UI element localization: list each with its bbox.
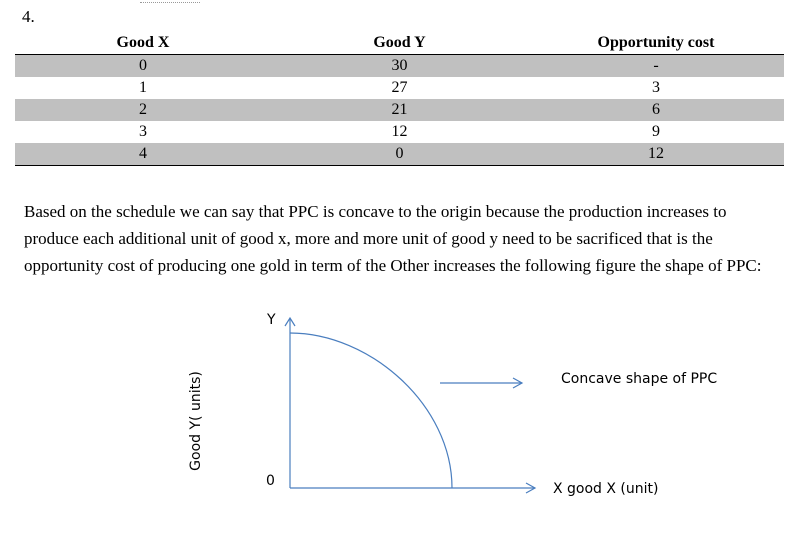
- table-row: 0 30 -: [15, 54, 784, 77]
- origin-label: 0: [266, 473, 275, 489]
- table-row: 1 27 3: [15, 77, 784, 99]
- top-edge-fragment: [140, 0, 200, 3]
- header-good-y: Good Y: [271, 32, 528, 55]
- cell-good-y: 27: [391, 79, 408, 96]
- cell-opportunity-cost: 6: [528, 99, 784, 121]
- cell-good-y: 21: [271, 99, 528, 121]
- cell-good-y: 12: [391, 123, 408, 140]
- cell-opportunity-cost: 9: [652, 123, 660, 140]
- cell-good-x: 1: [139, 79, 147, 96]
- cell-opportunity-cost: 3: [652, 79, 660, 96]
- y-axis-arrowhead: [284, 316, 296, 327]
- cell-opportunity-cost: 12: [528, 143, 784, 166]
- question-number: 4.: [22, 7, 35, 26]
- ppc-schedule-table: Good X Good Y Opportunity cost 0 30 - 1 …: [15, 32, 784, 166]
- table-header-row: Good X Good Y Opportunity cost: [15, 32, 784, 55]
- annotation-arrowhead: [512, 377, 524, 389]
- y-axis-label: Good Y( units): [188, 371, 204, 471]
- cell-good-x: 4: [15, 143, 271, 166]
- cell-good-x: 3: [139, 123, 147, 140]
- ppc-diagram: [284, 316, 537, 494]
- cell-good-x: 2: [15, 99, 271, 121]
- table-row: 3 12 9: [15, 121, 784, 143]
- ppc-annotation-label: Concave shape of PPC: [561, 371, 718, 387]
- cell-good-y: 0: [271, 143, 528, 166]
- x-axis-arrowhead: [525, 482, 537, 494]
- table-row: 2 21 6: [15, 99, 784, 121]
- ppc-curve: [289, 332, 453, 489]
- header-good-x: Good X: [15, 32, 271, 55]
- table-row: 4 0 12: [15, 143, 784, 166]
- x-axis-label: X good X (unit): [553, 481, 659, 497]
- explanation-paragraph: Based on the schedule we can say that PP…: [24, 202, 762, 275]
- cell-good-x: 0: [15, 54, 271, 77]
- cell-good-y: 30: [271, 54, 528, 77]
- y-axis-letter: Y: [267, 312, 276, 328]
- header-opportunity-cost: Opportunity cost: [528, 32, 784, 55]
- cell-opportunity-cost: -: [528, 54, 784, 77]
- ppc-figure: Y Good Y( units) 0 X good X (unit) Conca…: [0, 305, 801, 537]
